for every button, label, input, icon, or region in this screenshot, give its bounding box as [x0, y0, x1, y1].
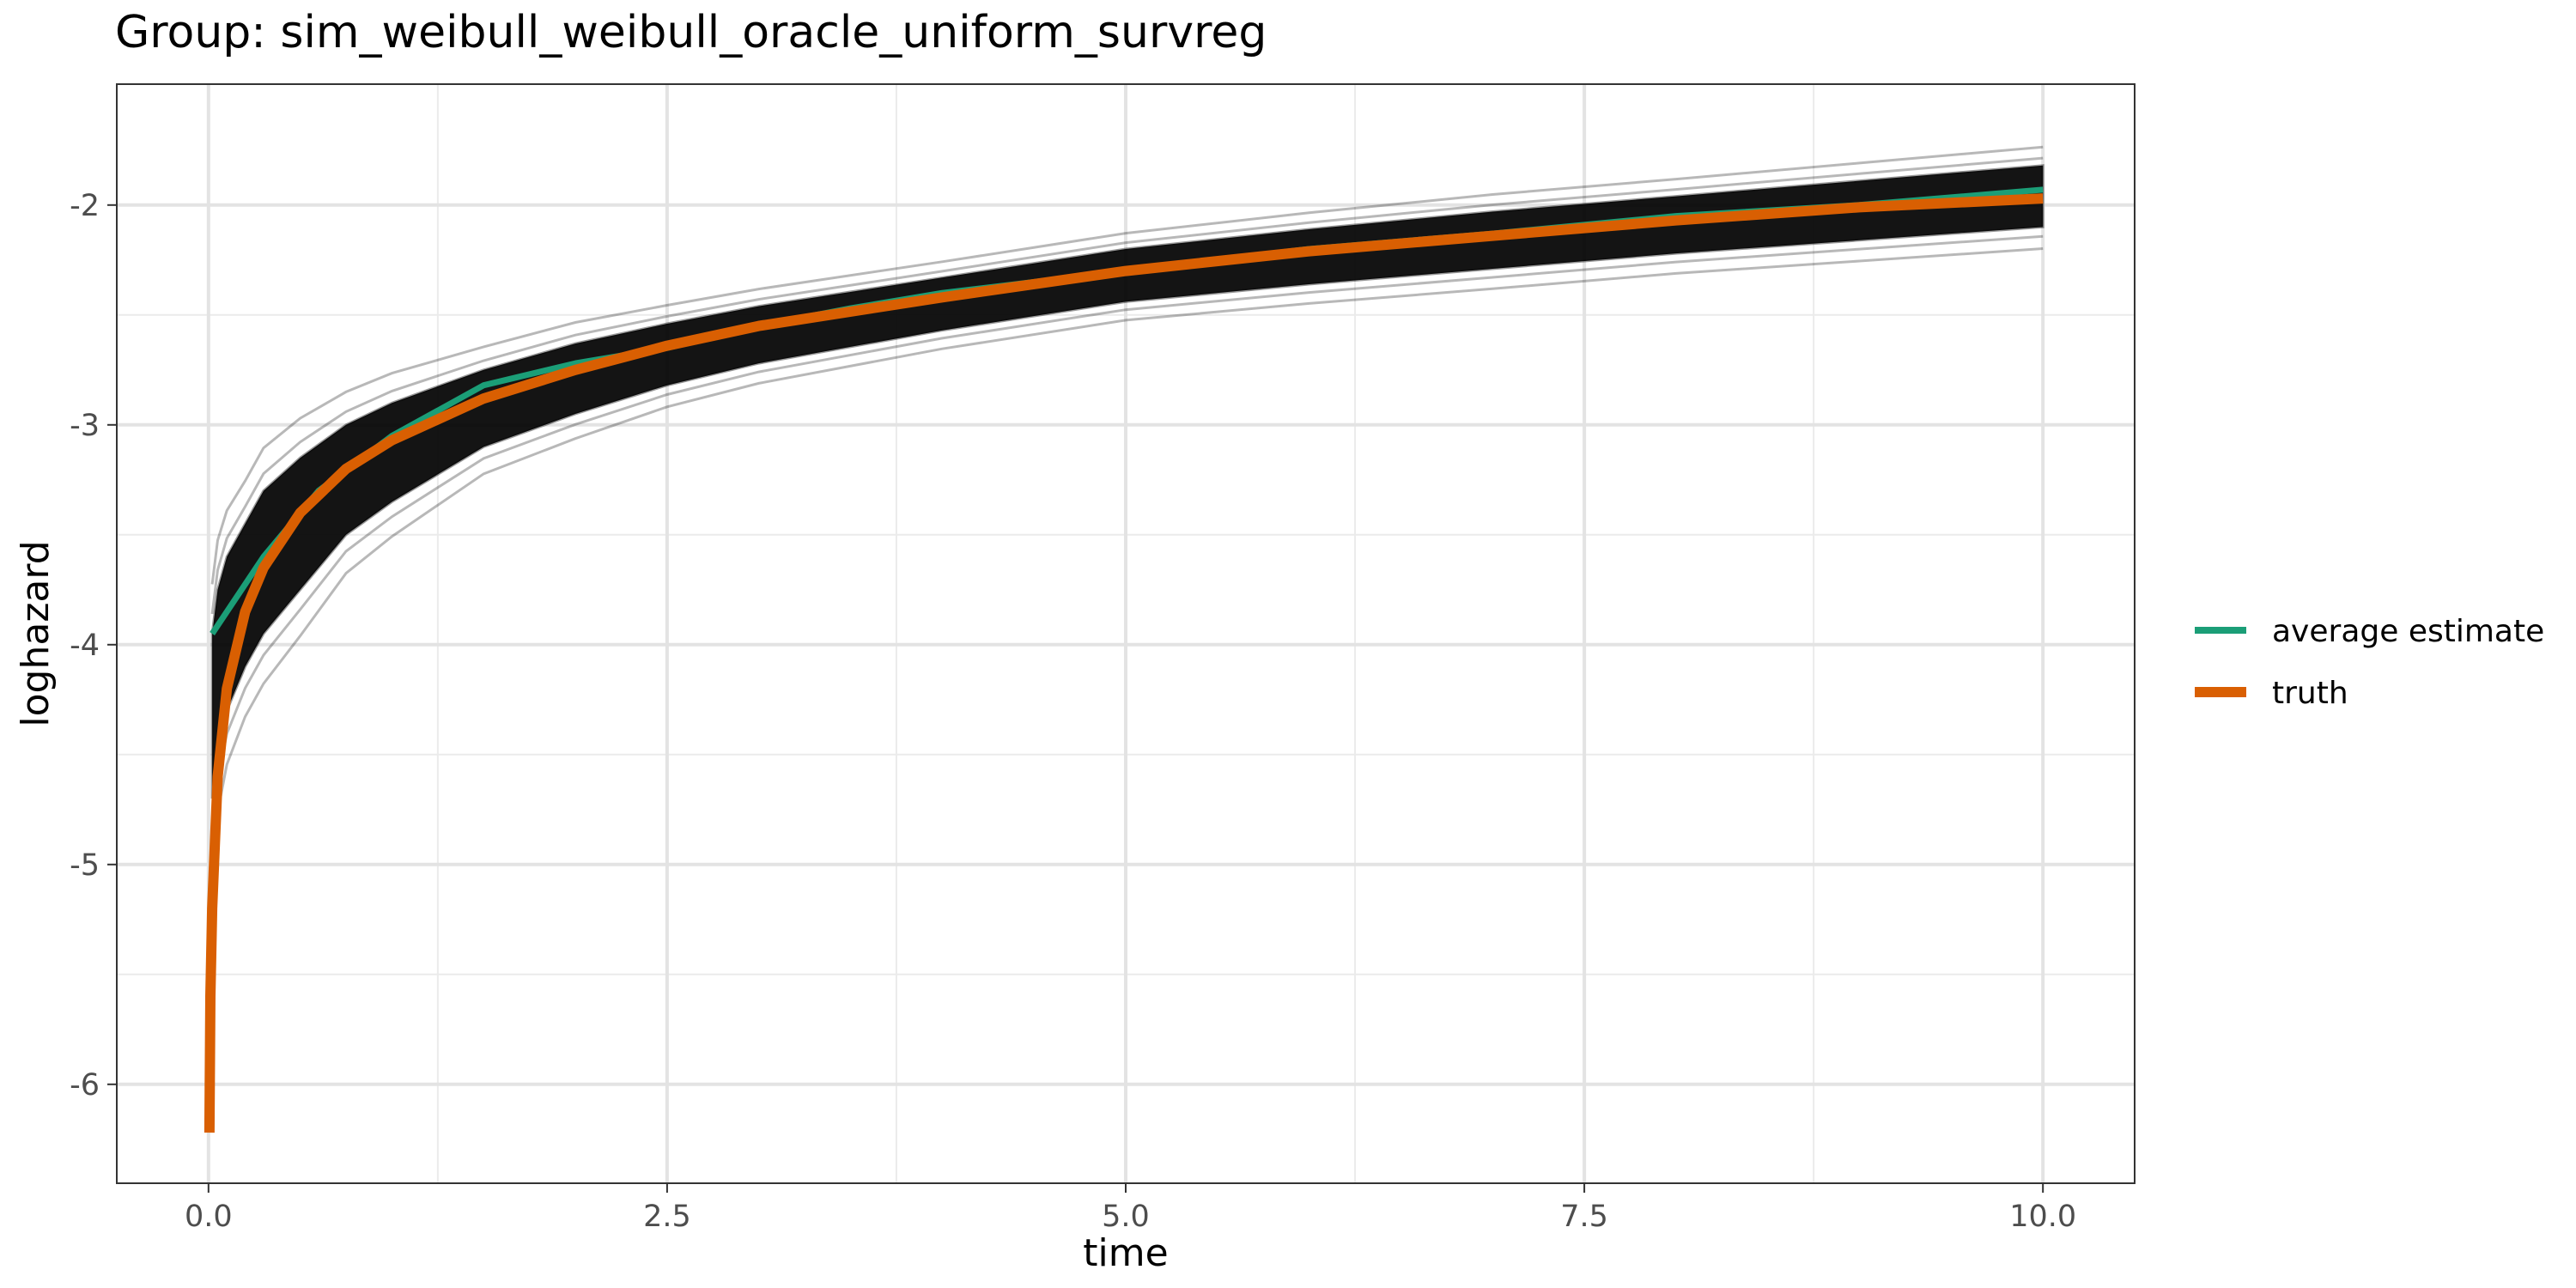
- legend: average estimate truth: [2195, 614, 2544, 711]
- simulation-replicate-line: [210, 234, 2044, 823]
- legend-label-truth: truth: [2272, 676, 2348, 711]
- series-layer: [204, 186, 2044, 1133]
- y-tick-label: -6: [70, 1068, 100, 1103]
- y-axis-label: loghazard: [14, 540, 58, 726]
- x-tick-layer: 0.0 2.5 5.0 7.5 10.0: [185, 1183, 2076, 1234]
- x-axis-label: time: [1083, 1231, 1168, 1275]
- x-tick-label: 5.0: [1102, 1200, 1150, 1234]
- series-line-truth: [204, 193, 2044, 1133]
- chart-title: Group: sim_weibull_weibull_oracle_unifor…: [115, 7, 1267, 58]
- y-tick-label: -2: [70, 189, 100, 223]
- simulation-replicate-line: [210, 247, 2044, 857]
- simulation-band-layer: [210, 145, 2044, 857]
- y-tick-label: -4: [70, 629, 100, 663]
- legend-label-average-estimate: average estimate: [2272, 614, 2544, 649]
- x-tick-label: 7.5: [1560, 1200, 1608, 1234]
- y-tick-layer: -6 -5 -4 -3 -2: [70, 189, 117, 1103]
- y-tick-label: -5: [70, 848, 100, 883]
- x-tick-label: 2.5: [643, 1200, 691, 1234]
- simulation-replicate-line: [210, 145, 2044, 585]
- x-tick-label: 10.0: [2009, 1200, 2076, 1234]
- x-tick-label: 0.0: [185, 1200, 233, 1234]
- simulation-replicate-line: [210, 156, 2044, 615]
- simulation-band: [210, 164, 2044, 799]
- y-tick-label: -3: [70, 409, 100, 443]
